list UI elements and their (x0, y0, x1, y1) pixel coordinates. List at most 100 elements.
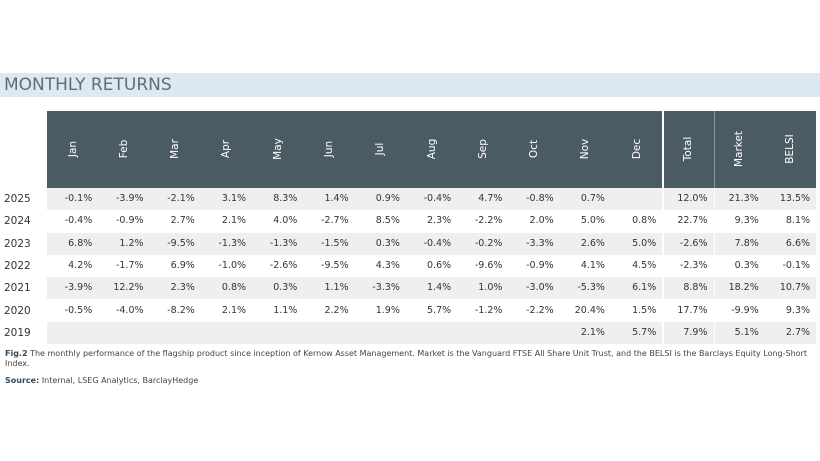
row-year: 2023 (4, 237, 31, 250)
cell-value: 5.7% (427, 304, 452, 316)
cell-value: 4.7% (478, 193, 503, 204)
row-band (47, 232, 817, 255)
cell-value: 1.1% (324, 282, 349, 294)
cell-value: 22.7% (677, 215, 708, 227)
cell-value: 0.6% (427, 259, 452, 271)
cell-value: 1.0% (478, 282, 503, 294)
cell-value: 0.3% (375, 237, 400, 249)
row-year: 2019 (4, 326, 31, 339)
section-title: MONTHLY RETURNS (0, 73, 820, 97)
column-header: Mar (169, 138, 182, 159)
cell-value: 1.1% (273, 304, 298, 316)
cell-value: 5.1% (734, 326, 759, 338)
row-year: 2021 (4, 282, 31, 295)
column-header: May (271, 137, 284, 160)
cell-value: 2.0% (529, 215, 554, 227)
cell-value: 8.5% (375, 215, 400, 227)
column-header: Apr (220, 139, 233, 158)
cell-value: -3.0% (526, 282, 554, 294)
cell-value: -2.7% (321, 215, 349, 227)
cell-value: 10.7% (779, 282, 811, 294)
source-text: Internal, LSEG Analytics, BarclayHedge (41, 376, 199, 385)
cell-value: 4.1% (580, 259, 605, 271)
cell-value: 2.1% (580, 326, 605, 338)
cell-value: 7.9% (683, 326, 708, 338)
row-year: 2024 (4, 215, 31, 228)
cell-value: 0.3% (734, 259, 759, 271)
column-header: Sep (476, 138, 489, 159)
cell-value: -0.9% (115, 215, 144, 227)
column-header: Jan (66, 140, 79, 157)
cell-value: -3.3% (526, 237, 554, 249)
cell-value: 1.4% (427, 282, 452, 294)
row-band (47, 188, 817, 211)
caption-text: The monthly performance of the flagship … (5, 349, 807, 368)
cell-value: -8.2% (167, 304, 195, 316)
cell-value: 8.1% (785, 215, 811, 227)
cell-value: 5.7% (632, 326, 657, 338)
row-year: 2025 (4, 193, 31, 205)
column-header: Oct (528, 139, 541, 158)
cell-value: 0.8% (632, 215, 657, 227)
cell-value: 8.3% (273, 193, 298, 204)
cell-value: 2.2% (324, 304, 349, 316)
column-header: Jul (374, 142, 387, 155)
column-header: Nov (579, 138, 592, 159)
cell-value: -9.5% (167, 237, 195, 249)
cell-value: 4.2% (68, 259, 93, 271)
cell-value: 8.8% (683, 282, 708, 294)
row-band (47, 277, 817, 300)
row-band (47, 210, 817, 233)
row-year: 2022 (4, 259, 31, 272)
cell-value: -3.3% (372, 282, 400, 294)
column-header: Aug (425, 138, 438, 159)
cell-value: -1.7% (115, 259, 144, 271)
cell-value: -4.0% (115, 304, 144, 316)
row-band (47, 254, 817, 278)
cell-value: 0.8% (221, 282, 247, 294)
cell-value: -0.9% (526, 259, 554, 271)
cell-value: 1.9% (375, 304, 400, 316)
cell-value: -3.9% (115, 193, 144, 204)
cell-value: 1.2% (119, 237, 144, 249)
cell-value: -0.4% (423, 193, 452, 204)
cell-value: 9.3% (734, 215, 759, 227)
cell-value: -0.1% (64, 193, 93, 204)
cell-value: 5.0% (580, 215, 605, 227)
cell-value: 1.4% (324, 193, 349, 204)
cell-value: 5.0% (632, 237, 657, 249)
cell-value: 17.7% (677, 304, 708, 316)
cell-value: -2.1% (167, 193, 195, 204)
cell-value: -2.3% (679, 259, 708, 271)
cell-value: -1.3% (269, 237, 298, 249)
cell-value: -9.5% (321, 259, 349, 271)
cell-value: -2.2% (526, 304, 554, 316)
cell-value: -0.5% (64, 304, 93, 316)
cell-value: 4.3% (375, 259, 400, 271)
header-band (47, 111, 816, 188)
row-year: 2020 (4, 304, 31, 317)
cell-value: -0.8% (526, 193, 554, 204)
cell-value: -2.2% (474, 215, 503, 227)
cell-value: 7.8% (734, 237, 759, 249)
cell-value: -9.9% (731, 304, 759, 316)
cell-value: 2.3% (427, 215, 452, 227)
cell-value: 6.9% (170, 259, 195, 271)
cell-value: 1.5% (632, 304, 657, 316)
cell-value: -0.4% (423, 237, 452, 249)
column-header: BELSI (784, 133, 797, 164)
cell-value: 4.0% (273, 215, 298, 227)
row-band (47, 321, 817, 345)
cell-value: -1.3% (218, 237, 247, 249)
cell-value: 9.3% (785, 304, 811, 316)
cell-value: -9.6% (474, 259, 503, 271)
cell-value: 2.6% (580, 237, 605, 249)
cell-value: 12.0% (677, 193, 708, 204)
cell-value: -0.2% (474, 237, 503, 249)
cell-value: 2.7% (785, 326, 811, 338)
column-separator (713, 111, 715, 345)
column-header: Dec (630, 138, 643, 159)
cell-value: -0.1% (782, 259, 811, 271)
cell-value: -3.9% (64, 282, 93, 294)
cell-value: -1.5% (321, 237, 349, 249)
